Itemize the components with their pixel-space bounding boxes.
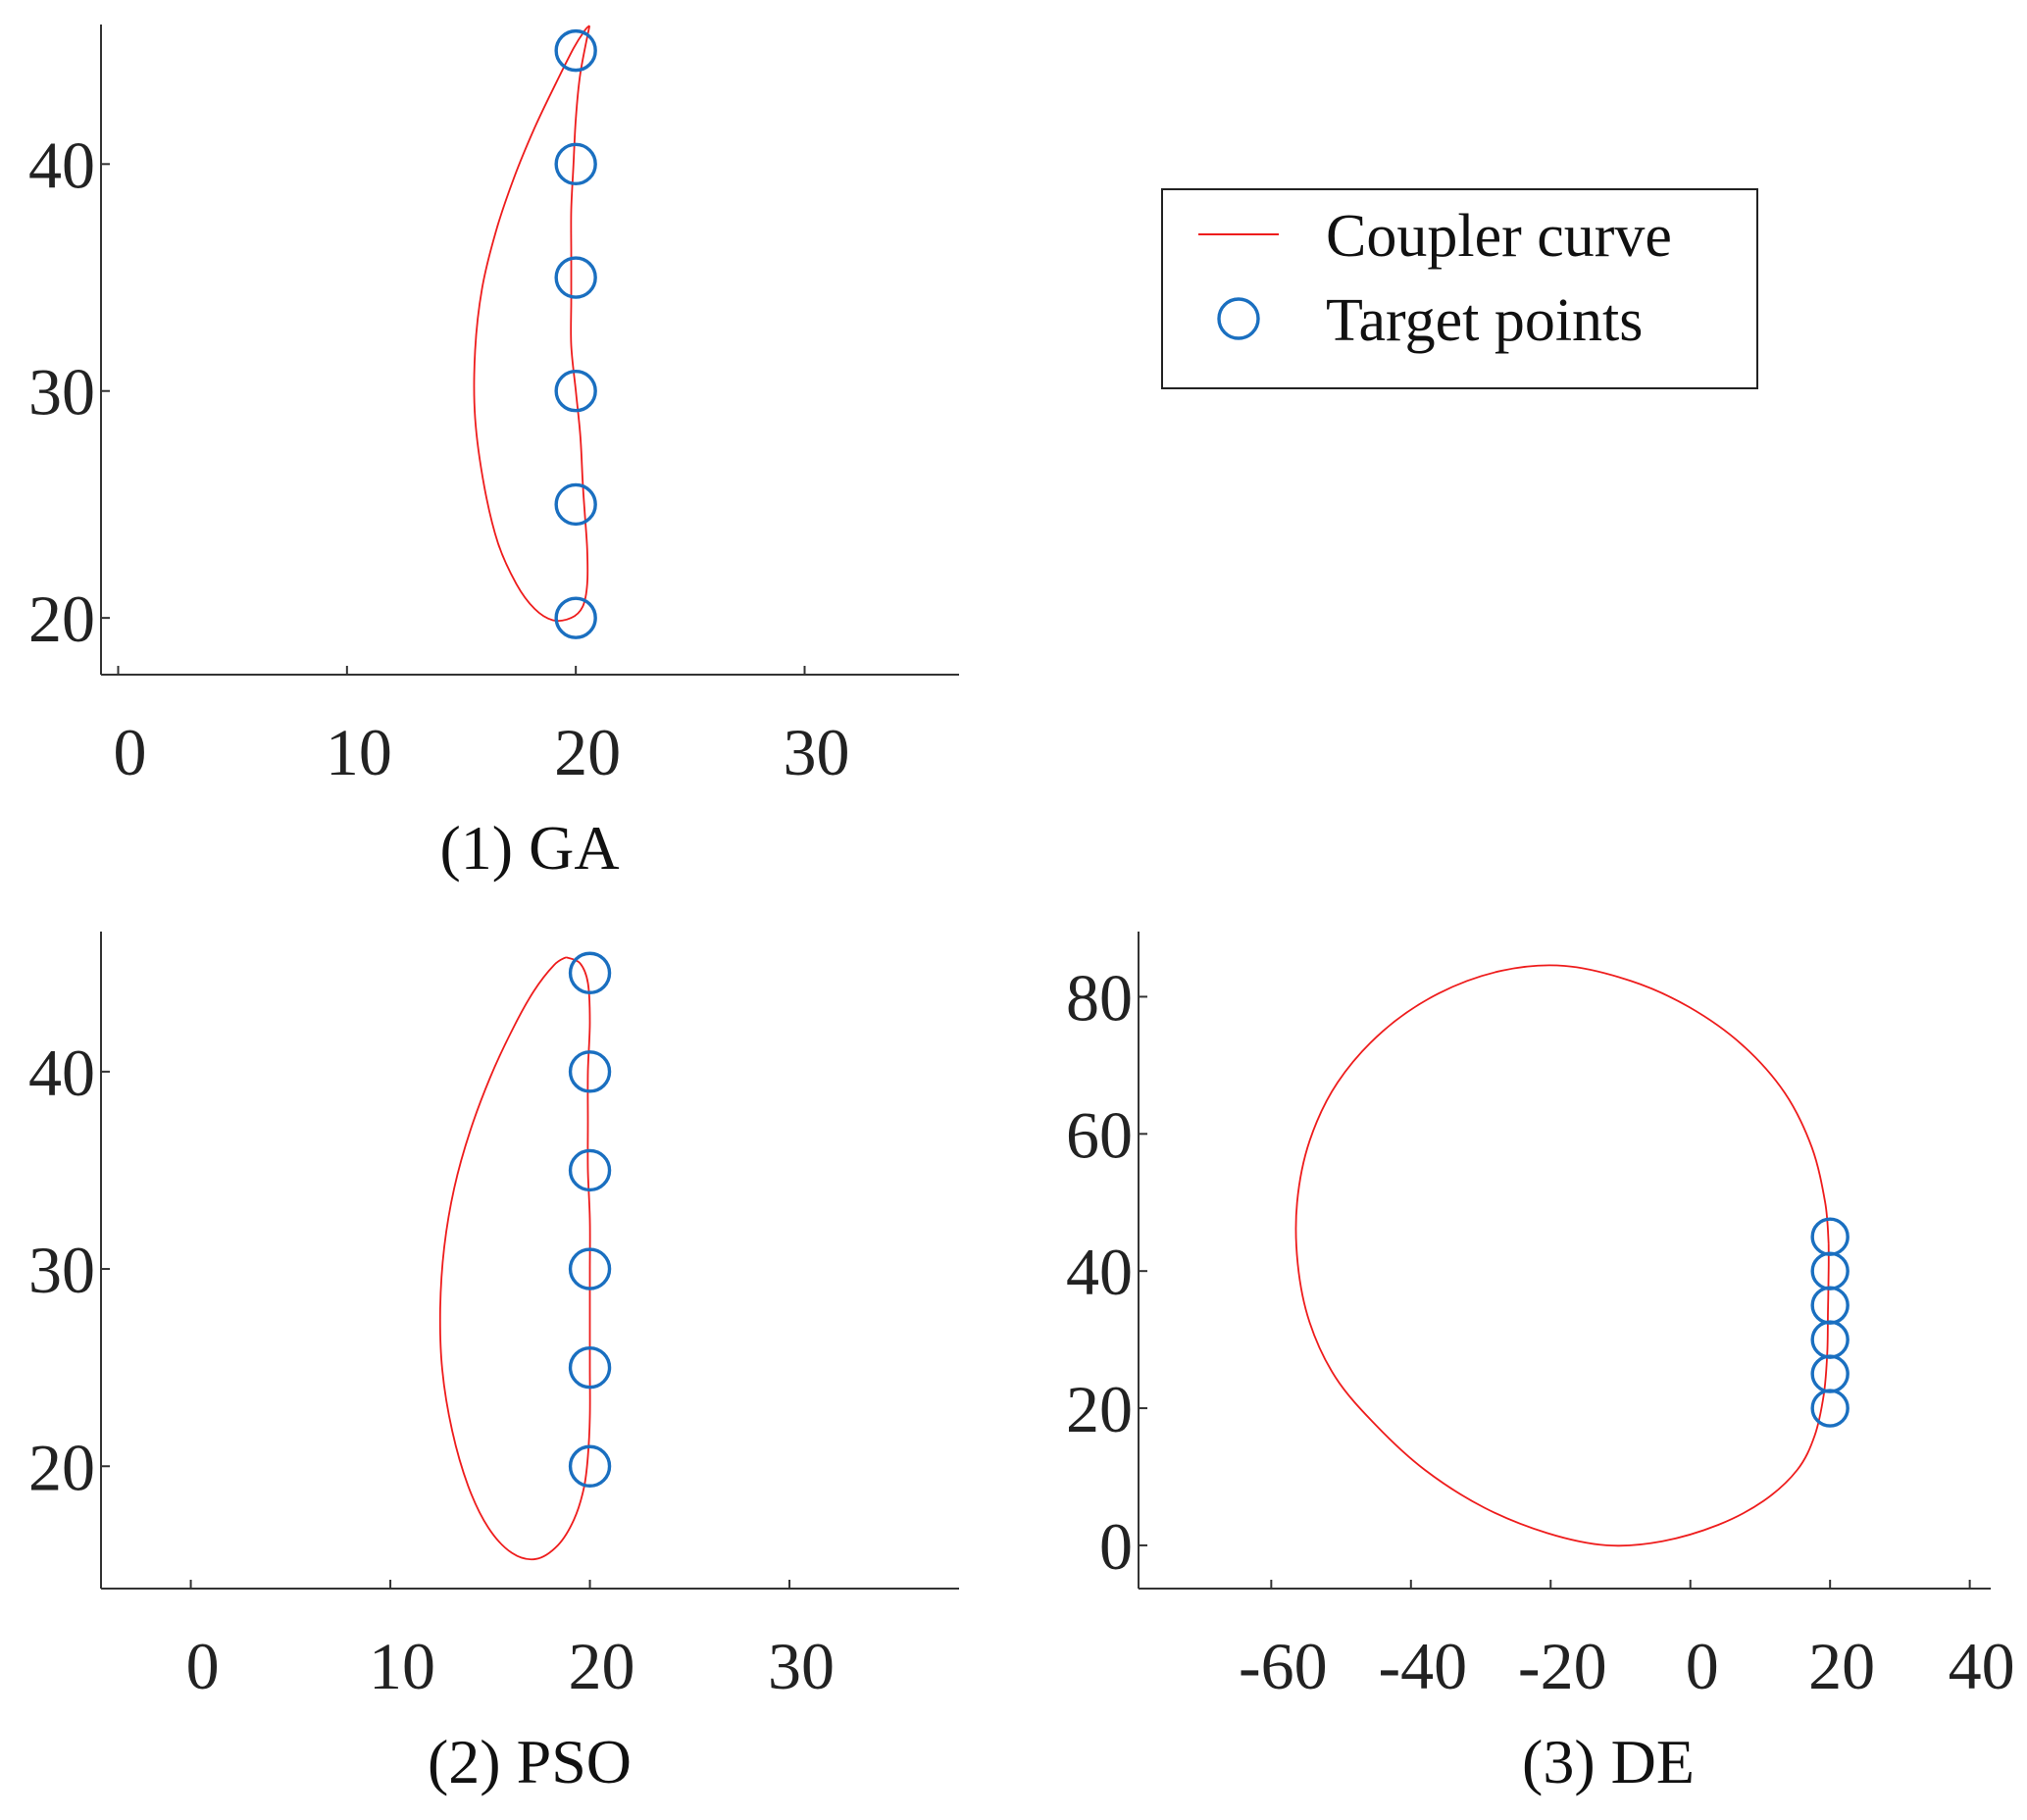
ga-y-tick-label: 40 bbox=[28, 127, 95, 202]
pso-target-point bbox=[568, 1148, 612, 1192]
pso-x-tick-label: 10 bbox=[369, 1629, 435, 1703]
de-y-tick-label: 0 bbox=[1099, 1509, 1133, 1584]
caption-de: (3) DE bbox=[1522, 1727, 1695, 1796]
de-x-tick-label: -40 bbox=[1378, 1629, 1467, 1703]
pso-y-tick-label: 20 bbox=[28, 1430, 95, 1504]
ga-target-point bbox=[554, 482, 597, 527]
de-y-tick-label: 80 bbox=[1066, 960, 1133, 1035]
de-x-tick-label: 20 bbox=[1808, 1629, 1875, 1703]
caption-pso: (2) PSO bbox=[428, 1727, 632, 1796]
ga-target-point bbox=[554, 370, 597, 413]
legend-box bbox=[1161, 188, 1758, 389]
panel-de: -60 -40 -20 0 20 40 0 20 40 60 80 bbox=[1066, 932, 2015, 1703]
de-y-tick-label: 60 bbox=[1066, 1097, 1133, 1172]
legend-label-target-points: Target points bbox=[1326, 287, 1643, 354]
de-y-tick-label: 40 bbox=[1066, 1235, 1133, 1309]
pso-target-point bbox=[568, 1050, 612, 1093]
de-x-tick-label: -20 bbox=[1518, 1629, 1607, 1703]
ga-coupler-curve bbox=[473, 25, 591, 622]
de-y-tick-label: 20 bbox=[1066, 1372, 1133, 1446]
de-target-point bbox=[1810, 1389, 1850, 1428]
panel-ga: 0 10 20 30 20 30 40 bbox=[28, 25, 959, 789]
caption-ga: (1) GA bbox=[439, 813, 619, 883]
pso-x-tick-label: 0 bbox=[186, 1629, 220, 1703]
pso-x-tick-label: 20 bbox=[569, 1629, 635, 1703]
ga-y-tick-label: 20 bbox=[28, 581, 95, 656]
ga-target-point bbox=[554, 142, 597, 186]
de-x-tick-label: -60 bbox=[1239, 1629, 1328, 1703]
ga-y-tick-label: 30 bbox=[28, 355, 95, 430]
pso-coupler-curve bbox=[438, 956, 591, 1561]
legend-circle-swatch bbox=[1217, 297, 1260, 340]
ga-target-point bbox=[554, 256, 597, 299]
ga-x-tick-label: 30 bbox=[784, 715, 850, 789]
de-x-tick-label: 0 bbox=[1686, 1629, 1719, 1703]
ga-target-point bbox=[554, 596, 597, 639]
pso-target-point bbox=[568, 1444, 612, 1488]
pso-x-tick-label: 30 bbox=[768, 1629, 835, 1703]
panel-pso: 0 10 20 30 20 30 40 bbox=[28, 932, 959, 1703]
de-coupler-curve bbox=[1294, 964, 1830, 1547]
pso-y-tick-label: 30 bbox=[28, 1233, 95, 1307]
pso-target-point bbox=[568, 1247, 612, 1290]
legend-label-coupler-curve: Coupler curve bbox=[1326, 203, 1672, 270]
ga-x-tick-label: 0 bbox=[114, 715, 147, 789]
de-x-tick-label: 40 bbox=[1949, 1629, 2015, 1703]
ga-target-point bbox=[554, 28, 597, 73]
ga-x-tick-label: 20 bbox=[554, 715, 621, 789]
pso-target-point bbox=[568, 951, 612, 994]
ga-x-tick-label: 10 bbox=[326, 715, 392, 789]
pso-y-tick-label: 40 bbox=[28, 1036, 95, 1110]
legend: Coupler curve Target points bbox=[1161, 188, 1758, 389]
pso-target-point bbox=[568, 1345, 612, 1390]
